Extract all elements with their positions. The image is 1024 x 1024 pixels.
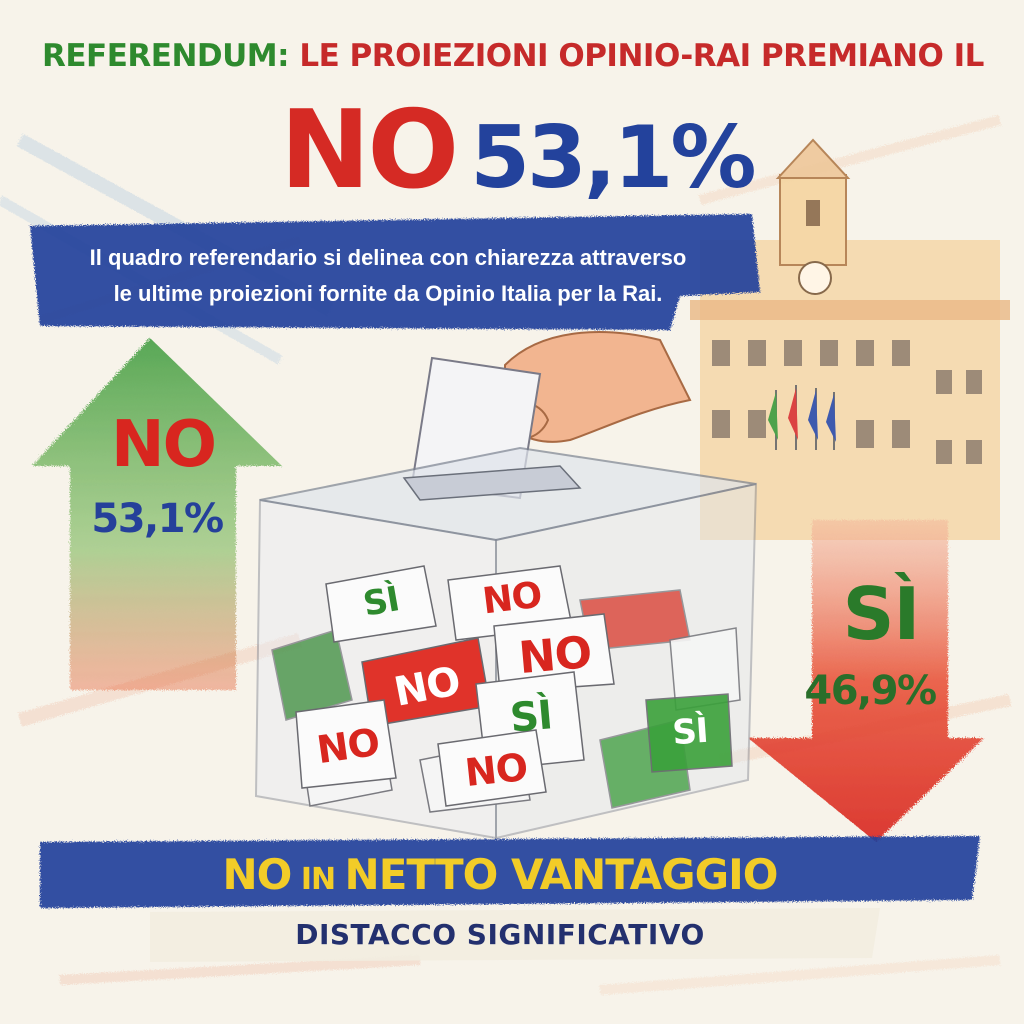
left-arrow-option: NO: [111, 408, 217, 482]
footer-in: IN: [291, 862, 345, 897]
footer-sub-band: [150, 908, 880, 962]
footer-no: NO: [222, 850, 293, 899]
ballot-slips: [295, 565, 733, 807]
flags: [768, 385, 836, 450]
big-result-option: NO: [280, 88, 459, 213]
description-line-1: Il quadro referendario si delinea con ch…: [89, 245, 687, 270]
right-arrow-option: SÌ: [842, 572, 921, 656]
ballot-label-si-3: SÌ: [671, 710, 709, 754]
left-arrow-percent: 53,1%: [91, 496, 224, 542]
footer-band: [40, 836, 980, 908]
big-result: NO 53,1%: [280, 88, 760, 213]
parliament-building: [690, 138, 1010, 540]
big-result-percent: 53,1%: [470, 108, 756, 208]
description: Il quadro referendario si delinea con ch…: [48, 240, 728, 312]
footer-headline: NO IN NETTO VANTAGGIO: [140, 850, 860, 899]
headline: REFERENDUM: LE PROIEZIONI OPINIO-RAI PRE…: [42, 38, 1002, 78]
up-arrow-icon: [32, 338, 282, 690]
right-arrow-percent: 46,9%: [804, 668, 937, 714]
headline-referendum: REFERENDUM:: [42, 38, 290, 74]
description-band: [30, 214, 760, 330]
ballot-label-no-2: NO: [516, 626, 594, 685]
ballot-label-si-2: SÌ: [508, 692, 554, 742]
headline-subtitle: LE PROIEZIONI OPINIO-RAI PREMIANO IL: [289, 38, 984, 74]
footer-subtitle: DISTACCO SIGNIFICATIVO: [295, 918, 705, 951]
footer-rest: NETTO VANTAGGIO: [344, 850, 779, 899]
description-line-2: le ultime proiezioni fornite da Opinio I…: [113, 281, 663, 306]
down-arrow-icon: [748, 520, 984, 842]
